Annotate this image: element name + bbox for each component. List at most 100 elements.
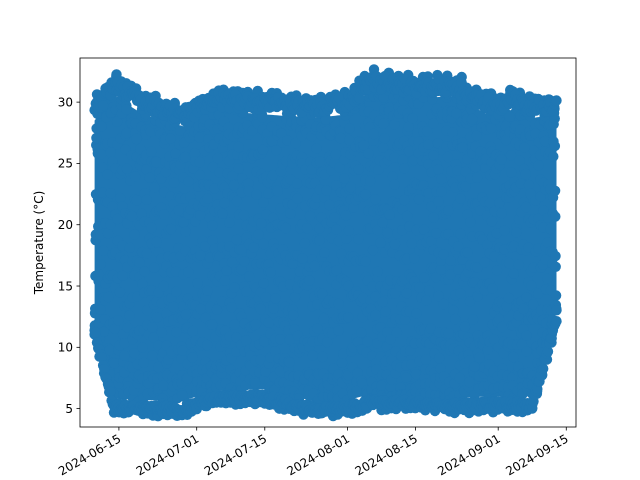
data-point [515,178,527,189]
data-point [367,281,378,292]
data-point [389,119,400,130]
data-point [469,361,480,372]
data-point [139,266,150,277]
data-point [402,210,413,222]
data-point [363,148,374,159]
data-point [148,332,159,343]
data-point [317,351,328,363]
data-point [451,108,462,119]
data-point [385,334,396,345]
data-point [233,163,244,174]
data-point [414,282,425,293]
data-point [126,210,138,222]
data-point [425,323,437,334]
data-point [526,280,537,291]
data-point [149,182,160,193]
data-point [372,224,383,236]
data-point [255,354,266,366]
data-point [462,247,473,258]
data-point [219,197,230,209]
data-point [244,271,255,282]
data-point [496,154,507,165]
data-point [342,370,354,381]
data-point [274,365,286,377]
data-point [226,256,238,268]
data-point [98,245,109,256]
data-point [207,235,218,246]
data-point [156,327,168,338]
data-point [250,319,262,330]
data-point [98,326,109,337]
data-point [174,125,186,136]
data-point [484,197,496,209]
data-point [520,168,531,180]
data-point [421,295,432,306]
data-point [528,299,539,310]
data-point [161,308,172,320]
data-point [209,183,220,194]
data-point [268,303,279,314]
data-point [227,170,238,182]
data-point [443,205,454,216]
data-point [121,127,132,139]
axes-frame [79,57,577,428]
data-point [109,323,121,334]
data-point [288,309,299,321]
data-point [122,218,133,229]
data-point [401,372,412,383]
data-point [314,235,325,246]
data-point [276,128,287,139]
data-point [236,244,247,255]
data-point [119,337,130,349]
data-point [455,228,466,240]
data-point [299,238,311,249]
data-point [482,239,493,250]
data-point [96,352,108,363]
data-point [137,278,148,290]
data-point [413,194,425,205]
data-point [270,293,281,304]
data-point [285,208,296,219]
data-point [370,309,381,321]
data-point [491,265,503,276]
data-point [211,304,223,315]
data-point [90,327,102,338]
data-point [112,315,124,326]
data-point [377,217,388,228]
data-point [548,151,559,162]
data-point [471,172,483,183]
data-point [367,245,379,256]
data-point [253,229,264,240]
data-point [465,217,476,228]
data-point [535,191,546,202]
data-point [321,185,332,196]
data-point [146,322,158,333]
data-point [292,178,303,189]
data-point [320,114,332,126]
data-point [353,164,364,175]
data-point [433,196,444,207]
data-point [373,164,384,175]
data-point [335,132,346,144]
data-point [538,363,549,374]
data-point [500,134,512,146]
data-point [397,154,408,166]
data-point [231,234,242,245]
data-point [379,133,390,144]
data-point [95,149,107,160]
data-point [138,357,149,368]
data-point [112,213,123,225]
data-point [257,144,269,155]
data-point [145,126,157,137]
data-point [183,176,194,187]
data-point [243,185,254,197]
data-point [336,357,348,368]
data-point [409,252,420,264]
data-point [472,291,483,302]
data-point [96,121,107,132]
data-point [406,359,417,370]
data-point [178,217,189,228]
data-point [124,242,135,253]
data-point [532,288,544,299]
